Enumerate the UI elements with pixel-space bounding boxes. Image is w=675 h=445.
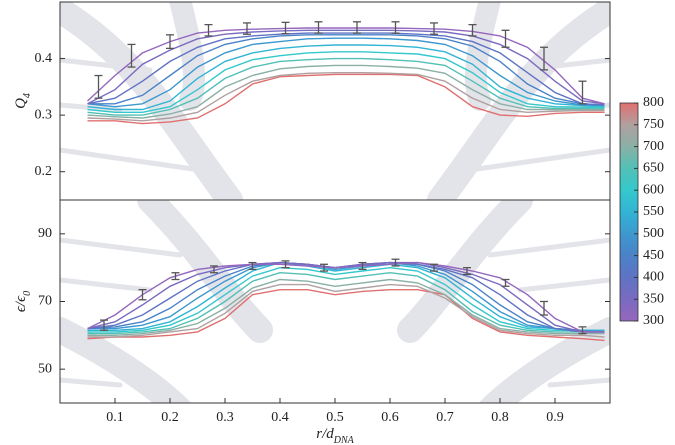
colorbar-tick-label: 750	[643, 117, 664, 132]
x-tick-label: 0.1	[106, 410, 124, 425]
series-line	[87, 27, 605, 105]
colorbar-tick-label: 550	[643, 204, 664, 219]
x-axis-label: r/dDNA	[316, 426, 354, 445]
error-bar	[358, 261, 367, 271]
colorbar-tick-label: 450	[643, 248, 664, 263]
error-bar	[166, 34, 174, 50]
plot-area	[87, 258, 605, 342]
error-bar	[391, 21, 400, 34]
error-bar	[127, 43, 136, 68]
error-bar	[314, 21, 323, 34]
plot-area	[87, 21, 605, 125]
series-line	[87, 72, 605, 122]
error-bar	[100, 319, 108, 331]
series-line	[87, 73, 605, 125]
x-axis-label-main: r/d	[316, 426, 334, 442]
error-bar	[501, 278, 510, 287]
series-line	[87, 51, 605, 113]
y-axis-label: Q4	[13, 93, 32, 109]
y-tick-label: 70	[38, 294, 52, 309]
series-line	[87, 44, 605, 111]
error-bar	[501, 29, 510, 48]
x-tick-label: 0.6	[381, 410, 399, 425]
colorbar-tick-label: 350	[643, 291, 664, 306]
y-axis-label-sub: 4	[22, 93, 33, 98]
y-tick-label: 90	[38, 226, 52, 241]
colorbar-tick-label: 650	[643, 161, 664, 176]
x-tick-label: 0.8	[491, 410, 509, 425]
x-tick-label: 0.9	[546, 410, 564, 425]
series-line	[87, 289, 605, 342]
error-bar	[430, 263, 438, 272]
y-axis-label: ϵ/ϵ0	[13, 291, 32, 312]
y-tick-label: 0.2	[35, 164, 53, 179]
error-bar	[138, 289, 147, 301]
error-bar	[463, 267, 471, 276]
series-line	[87, 29, 605, 105]
series-line	[87, 32, 605, 106]
y-tick-label: 0.4	[35, 51, 53, 66]
error-bar	[171, 272, 180, 281]
error-bar	[281, 260, 290, 269]
colorbar-tick-label: 600	[643, 182, 664, 197]
x-tick-label: 0.3	[216, 410, 234, 425]
series-line	[87, 271, 605, 335]
y-axis-label-main: Q	[13, 98, 29, 109]
error-bar	[468, 23, 477, 37]
y-tick-label: 0.3	[35, 107, 53, 122]
error-bar	[578, 326, 587, 335]
error-bar	[540, 300, 548, 316]
x-tick-label: 0.4	[271, 410, 289, 425]
error-bar	[353, 21, 361, 34]
series-line	[87, 34, 605, 106]
error-bar	[430, 22, 438, 35]
colorbar-tick-label: 400	[643, 270, 664, 285]
series-line	[87, 261, 605, 331]
error-bar	[578, 80, 587, 105]
series-line	[87, 37, 605, 108]
colorbar-tick-label: 700	[643, 139, 664, 154]
series-line	[87, 261, 605, 333]
x-axis-label-sub: DNA	[333, 435, 355, 445]
y-axis-label-main: ϵ/ϵ	[13, 295, 29, 312]
error-bar	[94, 74, 103, 99]
series-line	[87, 261, 605, 333]
series-line	[87, 261, 605, 333]
error-bar	[281, 21, 290, 35]
colorbar-tick-label: 300	[643, 313, 664, 328]
series-line	[87, 278, 605, 336]
x-tick-label: 0.2	[161, 410, 179, 425]
error-bar	[204, 23, 213, 37]
series-line	[87, 57, 605, 116]
error-bar	[320, 263, 328, 272]
colorbar-tick-label: 500	[643, 226, 664, 241]
series-line	[87, 283, 605, 338]
x-tick-label: 0.5	[326, 410, 344, 425]
dna-background	[60, 2, 610, 200]
y-axis-label-sub: 0	[22, 291, 33, 296]
x-tick-label: 0.7	[436, 410, 454, 425]
y-tick-label: 50	[38, 361, 52, 376]
series-line	[87, 266, 605, 333]
error-bar	[210, 265, 218, 274]
error-bar	[243, 22, 251, 35]
colorbar-tick-label: 800	[643, 95, 664, 110]
error-bar	[540, 46, 548, 71]
error-bar	[391, 258, 400, 267]
series-line	[87, 64, 605, 119]
error-bar	[248, 261, 257, 271]
